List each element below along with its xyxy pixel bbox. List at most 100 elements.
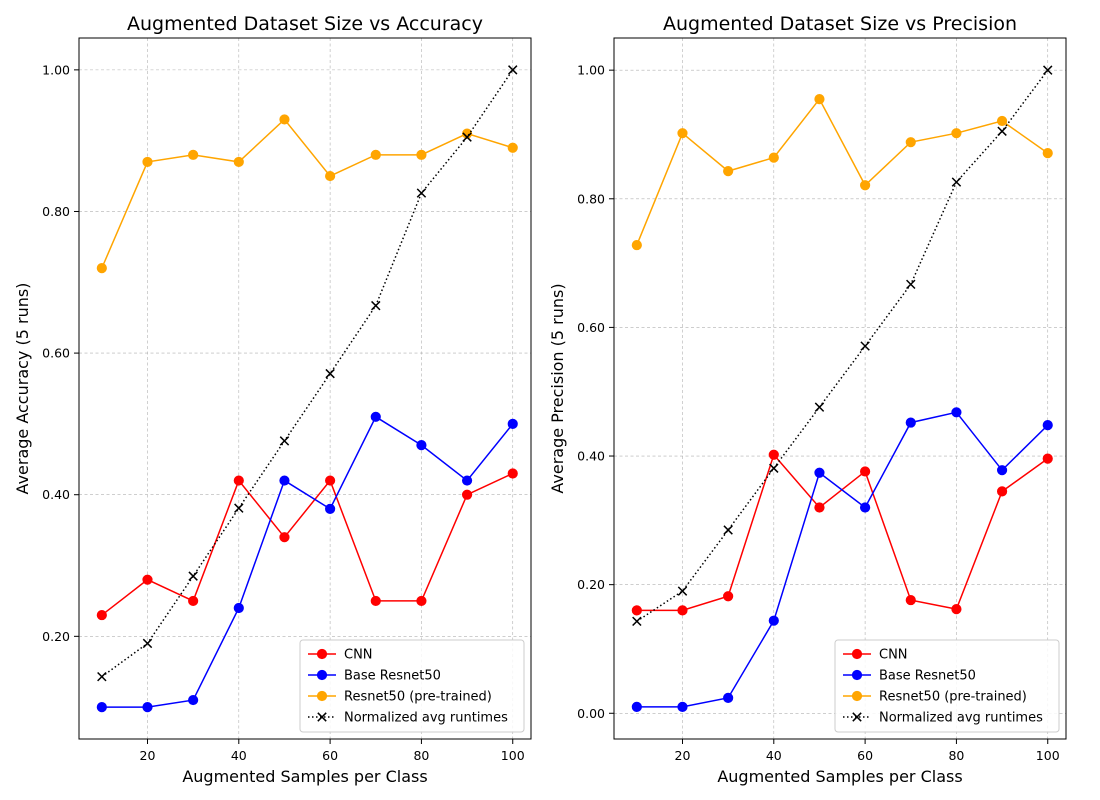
data-point xyxy=(96,263,107,274)
legend-marker xyxy=(316,690,328,702)
data-point xyxy=(97,671,107,682)
data-point xyxy=(814,93,825,105)
data-point xyxy=(631,605,642,616)
legend-box xyxy=(834,639,1060,733)
data-point xyxy=(677,605,688,616)
series-line xyxy=(101,69,514,678)
data-point xyxy=(371,300,381,311)
series-line xyxy=(101,118,513,269)
chart-title: Augmented Dataset Size vs Precision xyxy=(663,13,1017,35)
data-point xyxy=(279,475,290,486)
legend-marker xyxy=(851,669,863,681)
series-line xyxy=(101,415,514,708)
data-point xyxy=(234,503,244,513)
series-normalized-avg-runtimes xyxy=(97,65,518,682)
x-axis-label: Augmented Samples per Class xyxy=(182,767,427,786)
y-tick-label: 0.20 xyxy=(577,577,605,592)
legend-label: Resnet50 (pre-trained) xyxy=(879,690,1027,705)
data-point xyxy=(905,137,916,148)
x-tick-label: 40 xyxy=(231,748,247,763)
series-base-resnet50 xyxy=(96,411,518,713)
y-tick-label: 0.40 xyxy=(577,449,605,464)
y-tick-label: 1.00 xyxy=(577,63,605,78)
data-point xyxy=(233,475,244,486)
legend-label: CNN xyxy=(344,648,373,663)
data-point xyxy=(677,128,688,139)
data-point xyxy=(860,466,871,477)
data-point xyxy=(996,486,1008,497)
legend-marker xyxy=(851,690,863,702)
data-point xyxy=(233,156,244,168)
legend-label: Normalized avg runtimes xyxy=(344,711,508,726)
legend-marker xyxy=(316,669,328,681)
x-axis-label: Augmented Samples per Class xyxy=(717,767,962,786)
data-point xyxy=(996,465,1008,476)
data-point xyxy=(723,591,734,602)
data-point xyxy=(461,489,473,500)
data-point xyxy=(142,574,153,585)
x-tick-label: 80 xyxy=(948,748,964,763)
plot-frame xyxy=(613,37,1067,740)
data-point xyxy=(188,694,199,706)
data-point xyxy=(814,402,825,412)
data-point xyxy=(631,701,642,712)
y-tick-label: 1.00 xyxy=(42,62,70,77)
gridlines xyxy=(614,38,1066,739)
data-point xyxy=(325,170,336,182)
series-line xyxy=(636,69,1049,622)
legend-box xyxy=(299,639,525,733)
data-point xyxy=(461,475,473,486)
gridlines xyxy=(79,38,531,739)
data-point xyxy=(723,692,734,703)
data-point xyxy=(631,239,642,251)
x-tick-label: 20 xyxy=(675,748,691,763)
data-point xyxy=(768,152,779,163)
data-point xyxy=(768,449,779,460)
series-normalized-avg-runtimes xyxy=(632,65,1053,627)
data-point xyxy=(416,188,427,198)
data-point xyxy=(233,602,244,614)
data-point xyxy=(325,368,335,379)
data-point xyxy=(860,180,871,191)
legend-marker xyxy=(316,648,328,660)
data-point xyxy=(768,615,779,626)
legend-label: CNN xyxy=(879,648,908,663)
data-point xyxy=(508,65,518,75)
legend: CNN Base Resnet50 Resnet50 (pre-trained) No… xyxy=(299,639,525,733)
data-point xyxy=(951,407,962,418)
series-resnet50-pre-trained xyxy=(631,93,1053,251)
data-point xyxy=(279,436,290,446)
data-point xyxy=(370,149,381,160)
legend-label: Resnet50 (pre-trained) xyxy=(344,690,492,705)
chart-title: Augmented Dataset Size vs Accuracy xyxy=(127,13,483,35)
data-point xyxy=(769,463,779,473)
data-point xyxy=(905,417,916,428)
y-tick-label: 0.80 xyxy=(42,204,70,219)
data-point xyxy=(142,156,153,168)
data-point xyxy=(279,532,290,543)
data-point xyxy=(906,279,916,290)
data-point xyxy=(96,609,107,621)
data-point xyxy=(814,467,825,478)
legend-label: Base Resnet50 xyxy=(879,669,976,684)
series-line xyxy=(636,97,1049,246)
y-tick-label: 0.20 xyxy=(42,629,70,644)
x-tick-label: 100 xyxy=(501,748,525,763)
accuracy-chart: 20 40 60 80 100 0.20 0.40 0.60 0.80 1.00 Augmented… xyxy=(13,13,532,786)
y-axis-label: Average Accuracy (5 runs) xyxy=(13,283,32,495)
series-cnn xyxy=(631,449,1053,616)
data-point xyxy=(507,468,518,479)
data-point xyxy=(860,341,870,351)
y-tick-label: 0.00 xyxy=(577,706,605,721)
data-point xyxy=(1042,453,1053,464)
data-point xyxy=(416,595,427,607)
data-point xyxy=(188,149,199,160)
series-base-resnet50 xyxy=(631,407,1053,712)
data-point xyxy=(96,702,107,713)
data-point xyxy=(723,525,733,535)
x-tick-label: 100 xyxy=(1036,748,1060,763)
data-point xyxy=(507,418,518,430)
legend-marker xyxy=(317,712,327,722)
data-point xyxy=(325,503,336,514)
